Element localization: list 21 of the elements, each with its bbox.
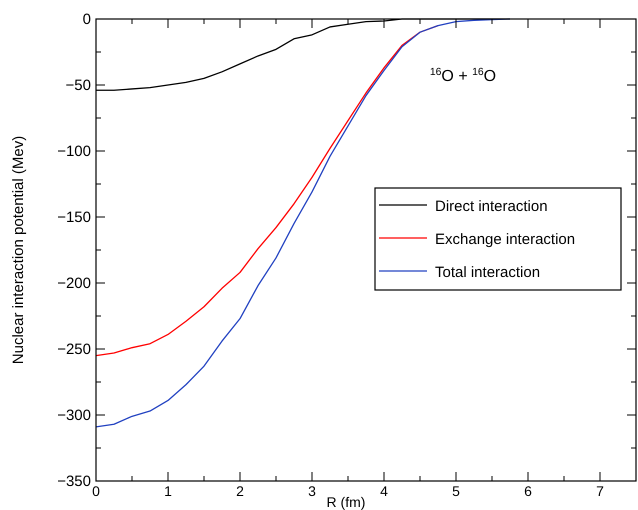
x-tick-label: 2: [236, 483, 244, 499]
y-tick-label: −150: [57, 209, 91, 226]
y-tick-label: −250: [57, 341, 91, 358]
y-tick-label: 0: [82, 11, 91, 28]
legend-label: Exchange interaction: [435, 231, 576, 248]
y-tick-label: −100: [57, 143, 91, 160]
y-tick-label: −50: [66, 77, 91, 94]
x-tick-label: 3: [308, 483, 316, 499]
x-tick-label: 5: [452, 483, 460, 499]
x-tick-label: 7: [596, 483, 604, 499]
y-tick-label: −350: [57, 473, 91, 490]
x-tick-label: 1: [164, 483, 172, 499]
y-tick-label: −200: [57, 275, 91, 292]
y-axis-title: Nuclear interaction potential (Mev): [10, 136, 27, 364]
legend-label: Total interaction: [435, 264, 540, 281]
y-tick-label: −300: [57, 407, 91, 424]
x-tick-label: 6: [524, 483, 532, 499]
legend-label: Direct interaction: [435, 198, 548, 215]
x-tick-label: 4: [380, 483, 388, 499]
annotation: $^{16}$O + $^{16}$O: [430, 67, 496, 85]
x-axis-title: R (fm): [326, 494, 366, 510]
